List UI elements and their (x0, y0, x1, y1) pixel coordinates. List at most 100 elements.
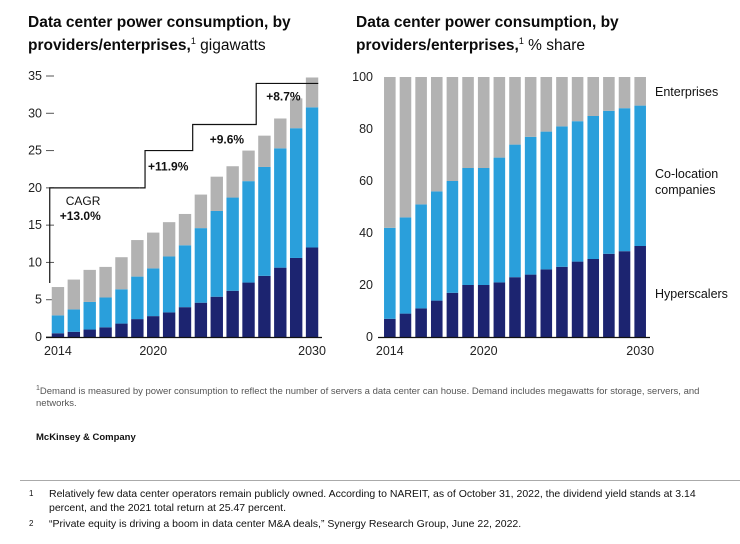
bar-hyperscalers-2020 (147, 316, 160, 337)
bar-co-location-companies-2028 (274, 148, 287, 268)
bar-co-location-companies-2018 (115, 289, 128, 324)
bar-enterprises-2019 (462, 77, 474, 168)
note-number: 1 (29, 489, 34, 498)
bar-enterprises-2024 (210, 176, 223, 211)
y-tick-label: 15 (28, 218, 42, 232)
bar-enterprises-2025 (226, 166, 239, 198)
bar-co-location-companies-2018 (446, 181, 459, 293)
bar-co-location-companies-2024 (540, 131, 553, 270)
bar-co-location-companies-2025 (226, 197, 239, 291)
right-title-unit: % share (528, 37, 586, 55)
cagr-bracket-2 (139, 149, 191, 189)
notes-divider (20, 480, 740, 481)
brand-label: McKinsey & Company (36, 432, 136, 443)
bar-hyperscalers-2022 (509, 277, 521, 337)
bar-hyperscalers-2021 (493, 282, 506, 337)
bar-co-location-companies-2015 (67, 309, 81, 332)
bar-co-location-companies-2023 (194, 228, 208, 303)
bar-enterprises-2018 (115, 257, 128, 290)
page-notes: 1 Relatively few data center operators r… (29, 487, 719, 531)
bar-enterprises-2023 (194, 194, 208, 229)
note-1: 1 Relatively few data center operators r… (29, 487, 719, 515)
note-text: Relatively few data center operators rem… (49, 488, 696, 514)
bar-hyperscalers-2021 (162, 312, 176, 337)
footnote-text: Demand is measured by power consumption … (36, 386, 700, 410)
cagr-bracket-3 (191, 123, 253, 152)
bar-hyperscalers-2024 (210, 296, 223, 337)
bar-co-location-companies-2015 (399, 217, 412, 314)
bar-enterprises-2027 (587, 77, 600, 116)
note-2: 2 “Private equity is driving a boom in d… (29, 517, 719, 531)
right-chart-title: Data center power consumption, by provid… (356, 14, 656, 55)
bar-hyperscalers-2015 (399, 313, 412, 337)
left-title-main: Data center power consumption, by provid… (28, 14, 291, 55)
bar-co-location-companies-2027 (587, 116, 600, 259)
bar-enterprises-2014 (384, 77, 396, 228)
cagr-bracket-1 (49, 187, 140, 284)
bar-enterprises-2030 (305, 77, 319, 108)
bar-co-location-companies-2019 (131, 276, 144, 320)
bar-co-location-companies-2019 (462, 168, 474, 285)
left-gigawatts-chart: 0 5 10 15 20 25 30 35 2014 2020 2030 CAGR+13.0% +11.… (28, 69, 326, 358)
bar-co-location-companies-2030 (305, 107, 319, 248)
bar-co-location-companies-2014 (384, 227, 396, 319)
cagr-value-3: +9.6% (210, 132, 245, 146)
cagr-label: CAGR (66, 194, 101, 208)
bar-hyperscalers-2026 (571, 261, 584, 337)
footnote-marker: 1 (36, 385, 40, 392)
bar-hyperscalers-2014 (51, 333, 65, 337)
bar-co-location-companies-2023 (524, 136, 537, 275)
bar-hyperscalers-2027 (587, 259, 600, 337)
cagr-value-1: +13.0% (60, 209, 101, 223)
bar-enterprises-2015 (67, 279, 81, 310)
bar-hyperscalers-2018 (446, 292, 459, 337)
bar-enterprises-2015 (399, 77, 412, 218)
bar-enterprises-2020 (147, 232, 160, 269)
y-tick-label: 30 (28, 106, 42, 120)
bar-enterprises-2018 (446, 77, 459, 181)
bar-enterprises-2029 (289, 98, 303, 129)
legend-enterprises: Enterprises (655, 85, 719, 99)
bar-co-location-companies-2030 (634, 105, 646, 246)
y-tick-label: 100 (352, 70, 373, 84)
bar-co-location-companies-2029 (618, 108, 631, 252)
x-tick-label: 2020 (139, 344, 167, 358)
bar-hyperscalers-2029 (289, 257, 303, 337)
y-tick-label: 80 (359, 122, 373, 136)
x-tick-label: 2014 (44, 344, 72, 358)
x-tick-label: 2020 (470, 344, 498, 358)
cagr-bracket-4 (252, 82, 319, 126)
note-text: “Private equity is driving a boom in dat… (49, 518, 522, 530)
bar-hyperscalers-2019 (462, 285, 474, 337)
bar-hyperscalers-2025 (556, 266, 568, 337)
cagr-value-2: +11.9% (148, 160, 189, 174)
bar-enterprises-2017 (430, 77, 443, 192)
y-tick-label: 0 (35, 330, 42, 344)
y-tick-label: 40 (359, 226, 373, 240)
bar-co-location-companies-2016 (415, 204, 427, 309)
cagr-value-4: +8.7% (266, 89, 301, 103)
bar-hyperscalers-2025 (226, 290, 239, 337)
bar-enterprises-2023 (524, 77, 537, 137)
bar-hyperscalers-2019 (131, 319, 144, 337)
bar-enterprises-2029 (618, 77, 631, 109)
bar-co-location-companies-2017 (430, 191, 443, 301)
legend-hyperscalers: Hyperscalers (655, 287, 728, 301)
bar-enterprises-2016 (83, 269, 96, 302)
right-title-main: Data center power consumption, by provid… (356, 14, 619, 55)
bar-enterprises-2028 (274, 118, 287, 149)
bar-enterprises-2028 (603, 77, 615, 111)
bar-hyperscalers-2027 (258, 275, 271, 337)
bar-hyperscalers-2030 (634, 246, 646, 337)
bar-co-location-companies-2027 (258, 166, 271, 276)
legend-colocation: Co-location companies (655, 167, 719, 197)
y-tick-label: 0 (366, 330, 373, 344)
y-tick-label: 10 (28, 255, 42, 269)
bar-enterprises-2025 (556, 77, 568, 127)
bar-co-location-companies-2022 (509, 144, 521, 278)
bar-hyperscalers-2022 (178, 307, 192, 337)
bar-hyperscalers-2023 (194, 302, 208, 337)
bar-enterprises-2027 (258, 135, 271, 167)
bar-enterprises-2024 (540, 77, 553, 132)
bar-co-location-companies-2026 (571, 121, 584, 262)
